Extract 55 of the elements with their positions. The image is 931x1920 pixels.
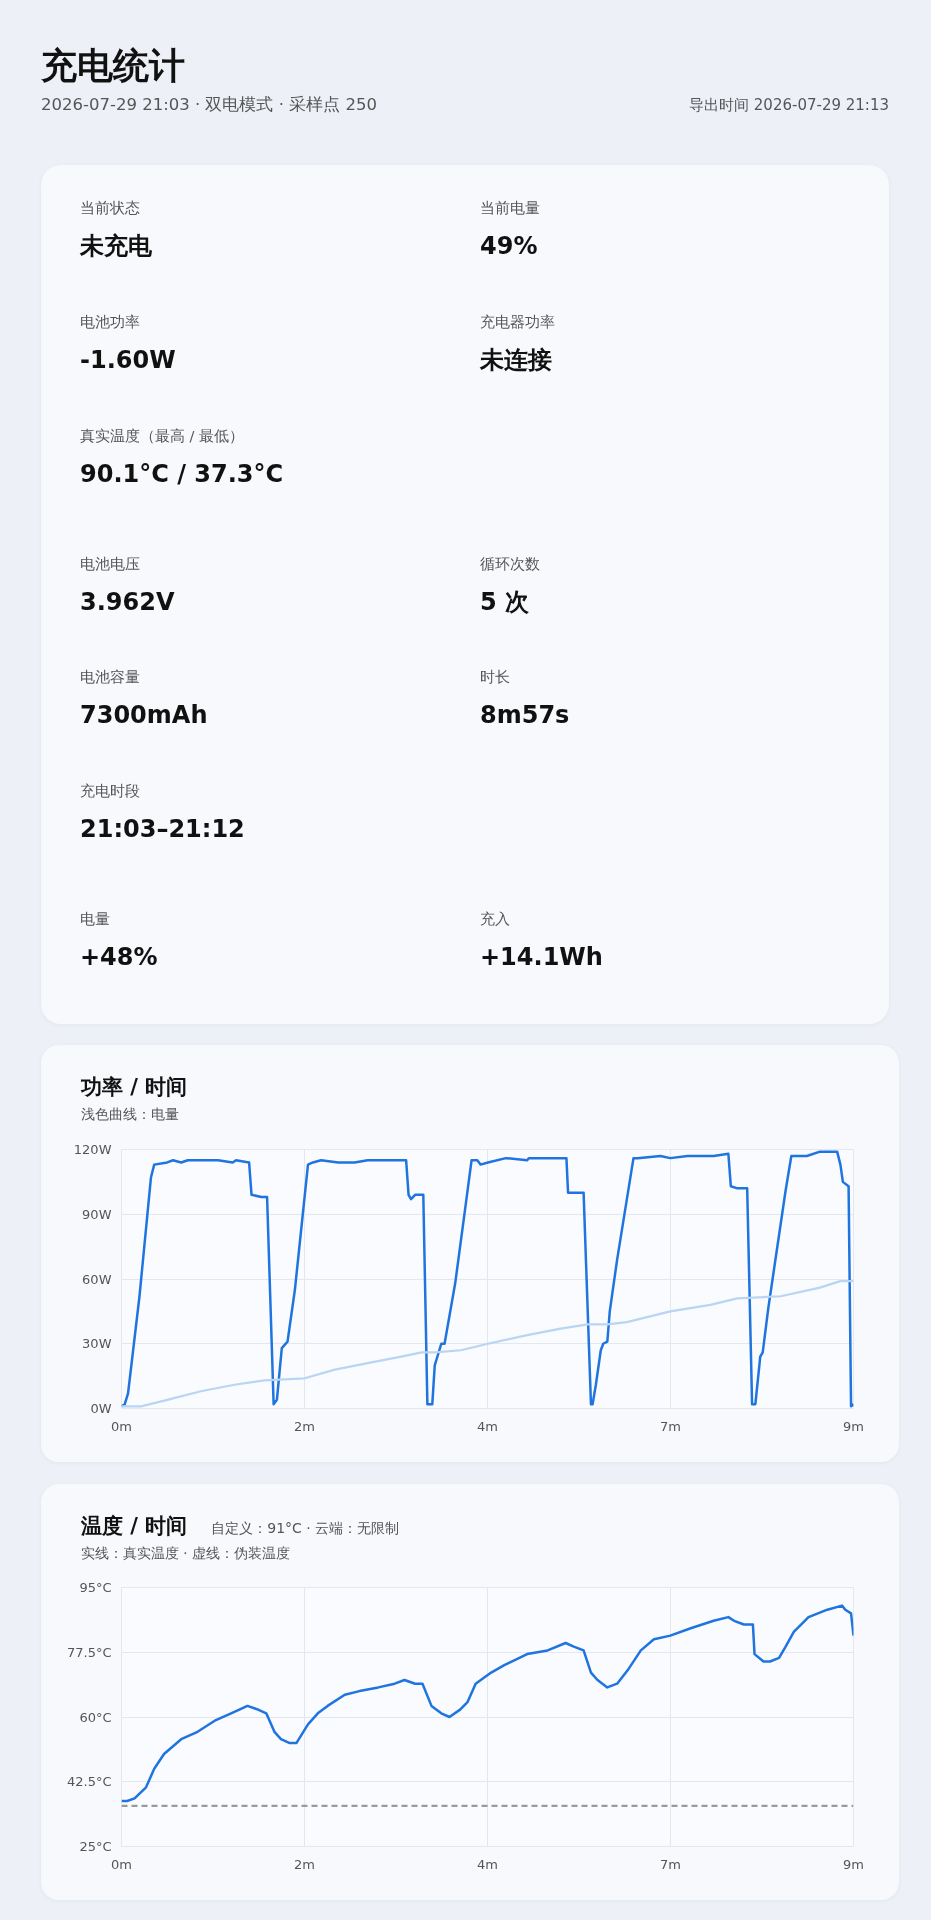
- x-tick-label: 2m: [294, 1418, 315, 1434]
- text: +14.1Wh: [480, 942, 603, 972]
- line-series: [121, 1150, 854, 1408]
- line-series: [121, 1280, 854, 1408]
- text: 导出时间 2026-07-29 21:13: [689, 96, 889, 114]
- text: 充电器功率: [480, 314, 555, 332]
- x-tick-label: 9m: [843, 1418, 864, 1434]
- text: 8m57s: [480, 700, 570, 730]
- x-tick-label: 9m: [843, 1856, 864, 1872]
- text: 当前状态: [80, 200, 140, 218]
- text: 充入: [480, 911, 510, 929]
- y-tick-label: 25°C: [79, 1839, 112, 1854]
- x-tick-label: 4m: [477, 1856, 498, 1872]
- text: 未连接: [480, 345, 552, 375]
- text: 时长: [480, 669, 510, 687]
- text: 7300mAh: [80, 700, 208, 730]
- x-tick-label: 0m: [111, 1418, 132, 1434]
- text: 真实温度（最高 / 最低）: [80, 428, 245, 446]
- chart-subtitle: 浅色曲线：电量: [81, 1105, 179, 1123]
- chart-subtitle: 实线：真实温度 · 虚线：伪装温度: [81, 1544, 290, 1562]
- y-tick-label: 30W: [82, 1336, 112, 1352]
- text: 电池电压: [80, 556, 140, 574]
- text: 电池功率: [80, 314, 140, 332]
- text: 2026-07-29 21:03 · 双电模式 · 采样点 250: [41, 95, 377, 115]
- text: 电量: [80, 911, 110, 929]
- y-tick-label: 60W: [82, 1271, 112, 1287]
- chart-title: 功率 / 时间: [81, 1075, 188, 1101]
- line-series: [121, 1604, 854, 1803]
- y-tick-label: 0W: [90, 1401, 112, 1416]
- text: 未充电: [80, 231, 152, 261]
- text: 充电统计: [41, 44, 185, 88]
- x-tick-label: 0m: [111, 1856, 132, 1872]
- chart-title: 温度 / 时间: [81, 1514, 188, 1540]
- text: 循环次数: [480, 556, 540, 574]
- text: 5 次: [480, 587, 530, 617]
- y-tick-label: 42.5°C: [66, 1774, 112, 1790]
- x-tick-label: 7m: [660, 1418, 681, 1434]
- text: 90.1°C / 37.3°C: [80, 459, 284, 489]
- y-tick-label: 90W: [82, 1206, 112, 1222]
- x-tick-label: 4m: [477, 1418, 498, 1434]
- text: -1.60W: [80, 345, 176, 375]
- x-tick-label: 2m: [294, 1856, 315, 1872]
- y-tick-label: 60°C: [79, 1709, 112, 1725]
- text: +48%: [80, 942, 158, 972]
- y-tick-label: 77.5°C: [66, 1644, 112, 1660]
- text: 3.962V: [80, 587, 175, 617]
- text: 自定义：91°C · 云端：无限制: [211, 1520, 400, 1537]
- text: 49%: [480, 231, 538, 261]
- y-tick-label: 95°C: [79, 1580, 112, 1595]
- text: 电池容量: [80, 669, 140, 687]
- text: 充电时段: [80, 783, 140, 801]
- text: 当前电量: [480, 200, 540, 218]
- x-tick-label: 7m: [660, 1856, 681, 1872]
- text: 21:03–21:12: [80, 814, 245, 844]
- y-tick-label: 120W: [73, 1142, 112, 1157]
